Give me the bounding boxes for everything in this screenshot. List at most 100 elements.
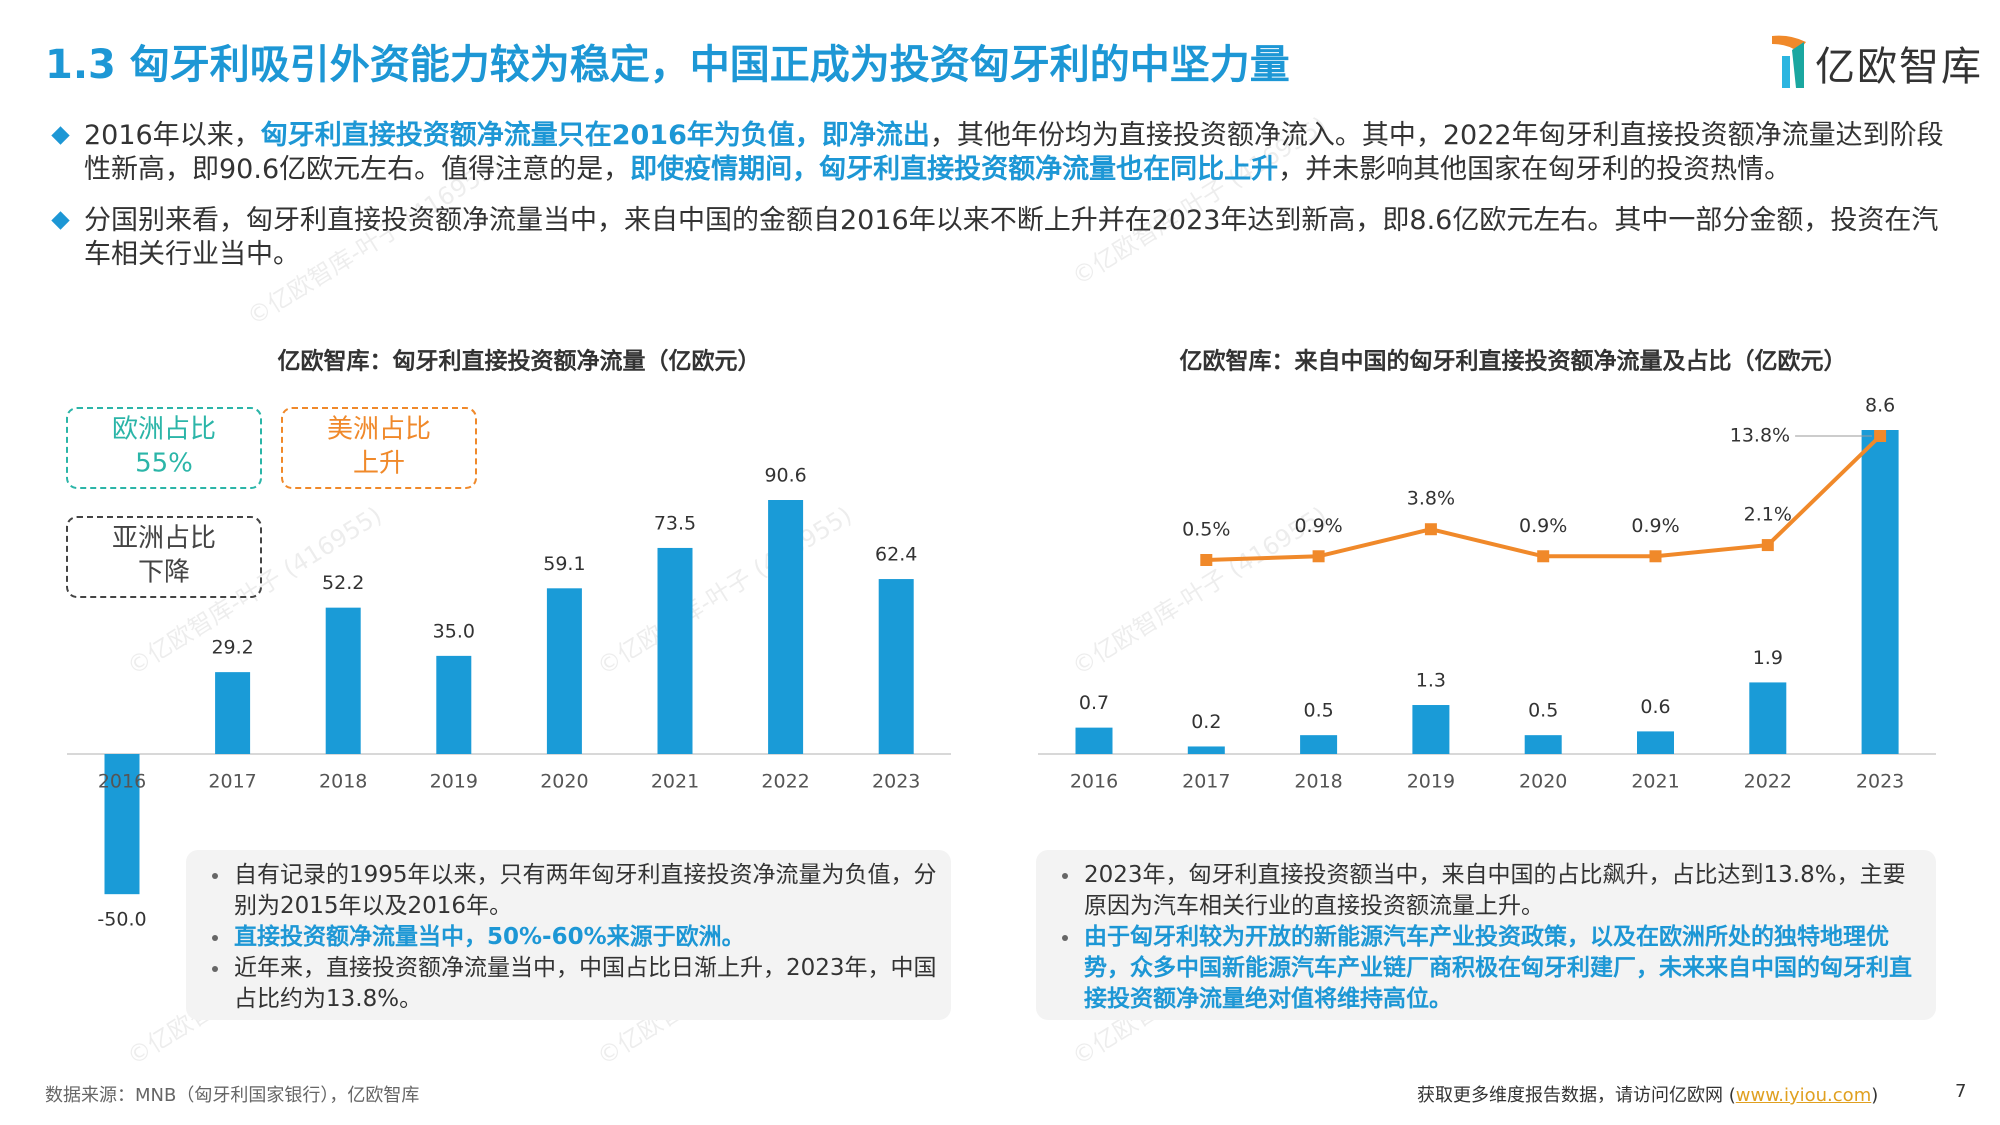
line-marker	[1312, 550, 1325, 563]
chart-title: 亿欧智库：来自中国的匈牙利直接投资额净流量及占比（亿欧元）	[1180, 348, 1847, 375]
bar	[325, 607, 361, 754]
note: 直接投资额净流量当中，50%-60%来源于欧洲。	[200, 922, 937, 953]
x-tick-label: 2017	[208, 771, 256, 793]
bar	[768, 500, 804, 754]
line	[1206, 434, 1882, 562]
x-tick-label: 2019	[430, 771, 478, 793]
bar	[104, 754, 140, 895]
text-segment: ，并未影响其他国家在匈牙利的投资热情。	[1278, 154, 1792, 185]
text-segment: 由于匈牙利较为开放的新能源汽车产业投资政策，以及在欧洲所处的独特地理优势，众多中…	[1084, 924, 1912, 1012]
chart-title: 亿欧智库：匈牙利直接投资额净流量（亿欧元）	[278, 348, 761, 375]
text-segment: 匈牙利直接投资额净流量只在2016年为负值，即净流出	[260, 120, 930, 151]
callout-box	[66, 407, 262, 489]
x-tick-label: 2018	[1294, 771, 1342, 793]
value-label: 52.2	[322, 572, 364, 594]
text-segment: 即使疫情期间，匈牙利直接投资额净流量也在同比上升	[630, 154, 1279, 185]
callout-text: 55%	[135, 449, 193, 479]
logo-text: 亿欧智库	[1815, 44, 1983, 90]
value-label: 0.7	[1079, 692, 1109, 714]
text-segment: 近年来，直接投资额净流量当中，中国占比日渐上升，2023年，中国占比约为13.8…	[234, 955, 937, 1012]
line-marker	[1200, 554, 1213, 566]
line-marker	[1537, 550, 1550, 563]
callout-text: 亚洲占比	[112, 524, 216, 554]
value-label: 0.5	[1528, 700, 1558, 722]
x-tick-label: 2020	[1519, 771, 1567, 793]
bar	[1524, 735, 1562, 754]
bar	[1749, 682, 1787, 754]
bar	[436, 655, 472, 754]
line-marker	[1874, 430, 1887, 442]
value-label: 35.0	[433, 620, 475, 642]
value-label: 29.2	[211, 637, 253, 659]
line-marker	[1761, 539, 1774, 552]
note: 近年来，直接投资额净流量当中，中国占比日渐上升，2023年，中国占比约为13.8…	[200, 953, 937, 1015]
note: 由于匈牙利较为开放的新能源汽车产业投资政策，以及在欧洲所处的独特地理优势，众多中…	[1050, 922, 1922, 1015]
x-tick-label: 2021	[651, 771, 699, 793]
text-segment: 自有记录的1995年以来，只有两年匈牙利直接投资净流量为负值，分别为2015年以…	[234, 862, 937, 919]
value-label: 90.6	[764, 465, 806, 487]
value-label: 0.2	[1191, 711, 1221, 733]
x-tick-label: 2023	[872, 771, 920, 793]
bar	[657, 547, 693, 754]
x-tick-label: 2023	[1856, 771, 1904, 793]
value-label: 1.3	[1416, 670, 1446, 692]
bar	[1075, 727, 1113, 754]
value-label: 59.1	[543, 553, 585, 575]
value-label: 73.5	[654, 512, 696, 534]
bar	[1412, 705, 1450, 754]
bar	[1861, 430, 1899, 754]
bar	[1300, 735, 1338, 754]
bar	[546, 588, 582, 754]
callout-box	[281, 407, 477, 489]
source: 数据来源：MNB（匈牙利国家银行），亿欧智库	[45, 1085, 420, 1106]
text-segment: 直接投资额净流量当中，50%-60%来源于欧洲。	[234, 924, 745, 950]
note: 2023年，匈牙利直接投资额当中，来自中国的占比飙升，占比达到13.8%，主要原…	[1050, 860, 1922, 922]
callout-text: 下降	[138, 558, 190, 588]
bar	[1637, 731, 1674, 754]
value-label: 3.8%	[1407, 488, 1455, 510]
logo-icon	[1772, 35, 1806, 88]
value-label: 0.9%	[1294, 515, 1342, 537]
link[interactable]: www.iyiou.com	[1735, 1085, 1872, 1106]
bullet: 2016年以来，匈牙利直接投资额净流量只在2016年为负值，即净流出，其他年份均…	[50, 119, 1955, 187]
x-tick-label: 2016	[98, 771, 146, 793]
x-tick-label: 2022	[761, 771, 809, 793]
value-label: 0.6	[1640, 696, 1670, 718]
value-label: 0.5	[1303, 700, 1333, 722]
value-label: -50.0	[97, 909, 146, 931]
page-number: 7	[1955, 1081, 1967, 1102]
footer-link-text: 获取更多维度报告数据，请访问亿欧网 (www.iyiou.com)	[1417, 1081, 1878, 1107]
callout-box	[66, 516, 262, 598]
value-label: 2.1%	[1744, 504, 1792, 526]
value-label: 0.9%	[1519, 515, 1567, 537]
value-label: 0.9%	[1631, 515, 1679, 537]
visit-text: 获取更多维度报告数据，请访问亿欧网 (	[1417, 1085, 1736, 1106]
value-label: 1.9	[1753, 647, 1783, 669]
value-label: 13.8%	[1730, 425, 1790, 447]
x-tick-label: 2016	[1070, 771, 1118, 793]
x-tick-label: 2022	[1744, 771, 1792, 793]
callout-text: 美洲占比	[327, 415, 431, 445]
note: 自有记录的1995年以来，只有两年匈牙利直接投资净流量为负值，分别为2015年以…	[200, 860, 937, 922]
line-marker	[1649, 550, 1662, 563]
x-tick-label: 2021	[1631, 771, 1679, 793]
bar	[1187, 746, 1225, 754]
line-marker	[1424, 523, 1437, 536]
bullet-list: 2016年以来，匈牙利直接投资额净流量只在2016年为负值，即净流出，其他年份均…	[50, 119, 1955, 289]
callout-text: 上升	[353, 449, 405, 479]
x-tick-label: 2020	[540, 771, 588, 793]
callout-text: 欧洲占比	[112, 415, 216, 445]
value-label: 8.6	[1865, 395, 1895, 417]
bar	[878, 579, 914, 754]
visit-close: )	[1871, 1085, 1879, 1106]
title: 1.3 匈牙利吸引外资能力较为稳定，中国正成为投资匈牙利的中坚力量	[45, 42, 1290, 88]
value-label: 0.5%	[1182, 519, 1230, 541]
watermark: ©亿欧智库-叶子 (416955)	[592, 501, 857, 681]
text-segment: 2023年，匈牙利直接投资额当中，来自中国的占比飙升，占比达到13.8%，主要原…	[1084, 862, 1906, 919]
x-tick-label: 2018	[319, 771, 367, 793]
value-label: 62.4	[875, 544, 917, 566]
bullet: 分国别来看，匈牙利直接投资额净流量当中，来自中国的金额自2016年以来不断上升并…	[50, 204, 1955, 272]
text-segment: ，其他年份均为直接投资额净流入。其中，2022年匈牙利直接投资额净流量达到阶段性…	[84, 120, 1944, 185]
text-segment: 分国别来看，匈牙利直接投资额净流量当中，来自中国的金额自2016年以来不断上升并…	[84, 205, 1939, 270]
